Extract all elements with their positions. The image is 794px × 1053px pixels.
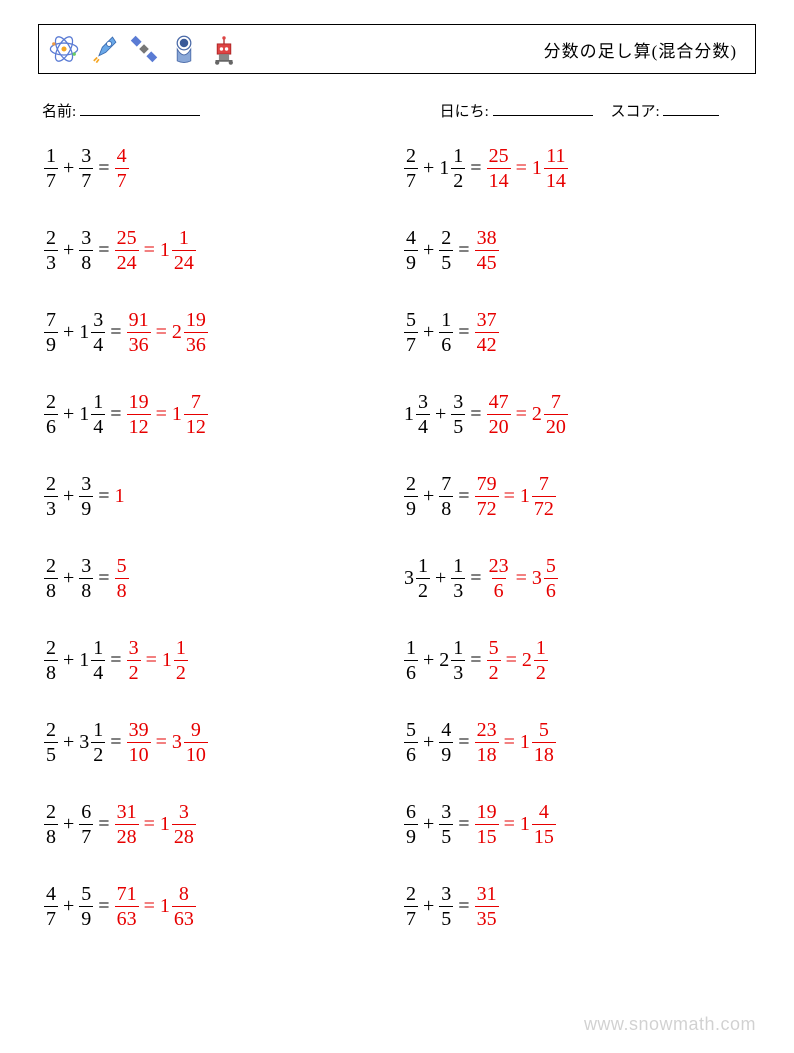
equation: 17+37=47 — [44, 143, 390, 193]
equation: 57+16=3742 — [404, 307, 750, 357]
score-blank — [663, 101, 719, 116]
equation: 56+49=2318=1518 — [404, 717, 750, 767]
rocket-icon — [87, 32, 121, 66]
name-blank — [80, 101, 200, 116]
equation: 49+25=3845 — [404, 225, 750, 275]
equation: 23+39=1 — [44, 471, 390, 521]
equation: 134+35=4720=2720 — [404, 389, 750, 439]
equation: 16+213=52=212 — [404, 635, 750, 685]
header-icons — [47, 32, 241, 66]
equation: 26+114=1912=1712 — [44, 389, 390, 439]
equation: 29+78=7972=1772 — [404, 471, 750, 521]
equation: 28+114=32=112 — [44, 635, 390, 685]
satellite-icon — [127, 32, 161, 66]
equation: 69+35=1915=1415 — [404, 799, 750, 849]
watermark: www.snowmath.com — [584, 1014, 756, 1035]
date-blank — [493, 101, 593, 116]
header-box: 分数の足し算(混合分数) — [38, 24, 756, 74]
atom-icon — [47, 32, 81, 66]
problems-col-right: 27+112=2514=11114 49+25=3845 57+16=3742 134… — [390, 143, 750, 931]
worksheet-title: 分数の足し算(混合分数) — [544, 37, 737, 62]
equation: 27+35=3135 — [404, 881, 750, 931]
equation: 312+13=236=356 — [404, 553, 750, 603]
name-label: 名前: — [42, 104, 76, 120]
equation: 79+134=9136=21936 — [44, 307, 390, 357]
problems-grid: 17+37=47 23+38=2524=1124 79+134=9136=21936… — [38, 143, 756, 931]
equation: 47+59=7163=1863 — [44, 881, 390, 931]
equation: 28+67=3128=1328 — [44, 799, 390, 849]
astronaut-icon — [167, 32, 201, 66]
date-label: 日にち: — [440, 104, 489, 120]
equation: 25+312=3910=3910 — [44, 717, 390, 767]
problems-col-left: 17+37=47 23+38=2524=1124 79+134=9136=21936… — [44, 143, 390, 931]
score-label: スコア: — [611, 104, 660, 120]
equation: 28+38=58 — [44, 553, 390, 603]
meta-row: 名前: 日にち: スコア: — [38, 100, 756, 121]
robot-icon — [207, 32, 241, 66]
equation: 23+38=2524=1124 — [44, 225, 390, 275]
equation: 27+112=2514=11114 — [404, 143, 750, 193]
